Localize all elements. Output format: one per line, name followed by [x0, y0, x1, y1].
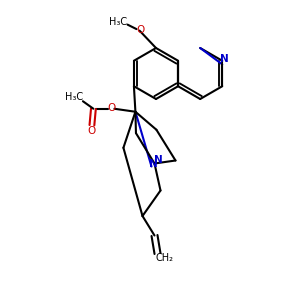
Text: N: N	[220, 54, 229, 64]
Text: N: N	[149, 159, 158, 169]
Text: H₃C: H₃C	[65, 92, 83, 102]
Text: N: N	[154, 155, 163, 165]
Text: O: O	[108, 103, 116, 113]
Text: CH₂: CH₂	[156, 253, 174, 263]
Text: H₃C: H₃C	[110, 16, 128, 27]
Text: O: O	[136, 25, 144, 35]
Text: O: O	[88, 126, 96, 136]
